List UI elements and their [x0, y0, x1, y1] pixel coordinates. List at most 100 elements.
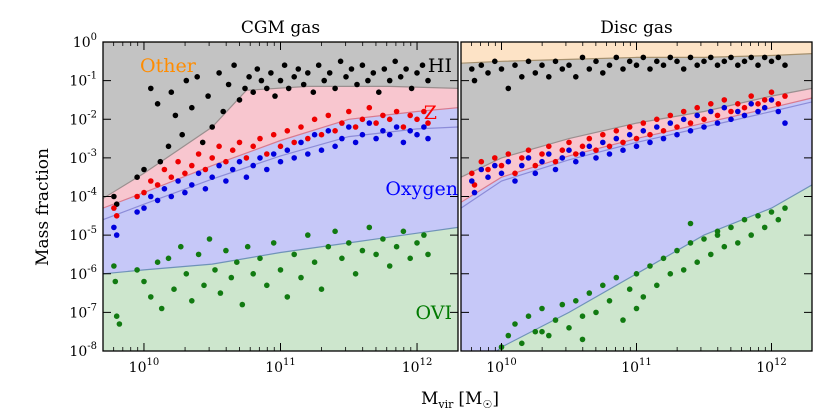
point-ovi: [546, 332, 552, 339]
point-oxygen: [425, 135, 431, 142]
point-oxygen: [573, 158, 579, 165]
point-z: [600, 131, 606, 138]
point-hi: [231, 62, 237, 68]
point-ovi: [171, 286, 177, 293]
point-hi: [113, 201, 120, 207]
point-oxygen: [485, 174, 491, 180]
band-oxygen: [103, 107, 458, 220]
point-hi: [264, 85, 270, 92]
point-z: [400, 124, 407, 130]
point-z: [782, 93, 788, 99]
point-oxygen: [579, 151, 586, 157]
point-oxygen: [352, 139, 359, 146]
point-oxygen: [532, 170, 539, 177]
point-ovi: [613, 274, 620, 281]
point-oxygen: [626, 131, 633, 138]
point-z: [593, 147, 599, 153]
point-hi: [512, 62, 518, 68]
point-oxygen: [257, 155, 263, 161]
point-oxygen: [755, 108, 761, 115]
x-axis-label-main: M: [421, 389, 438, 409]
point-oxygen: [223, 178, 229, 184]
point-ovi: [257, 255, 263, 262]
point-z: [229, 147, 236, 153]
point-oxygen: [380, 128, 386, 134]
point-hi: [321, 77, 328, 84]
point-ovi: [512, 321, 518, 327]
point-ovi: [217, 290, 224, 296]
point-hi: [485, 70, 491, 76]
point-z: [579, 143, 586, 150]
point-hi: [157, 158, 164, 165]
point-ovi: [400, 228, 407, 235]
point-hi: [647, 66, 653, 72]
point-ovi: [586, 290, 593, 296]
point-ovi: [165, 255, 172, 262]
point-hi: [285, 85, 292, 92]
point-z: [755, 101, 761, 107]
y-tick-label: 10-4: [69, 187, 97, 206]
point-oxygen: [270, 151, 277, 157]
x-axis-label-unit: [M: [458, 389, 482, 409]
point-oxygen: [761, 104, 768, 111]
point-oxygen: [284, 147, 291, 153]
x-axis-label-unit-sub: ☉: [482, 398, 492, 411]
point-ovi: [228, 274, 235, 281]
point-z: [277, 143, 284, 150]
point-hi: [714, 62, 721, 68]
point-ovi: [113, 313, 120, 320]
point-z: [485, 166, 491, 173]
point-oxygen: [141, 205, 147, 211]
point-z: [532, 162, 539, 169]
point-hi: [134, 174, 140, 180]
point-hi: [254, 66, 261, 72]
point-hi: [277, 77, 284, 84]
point-hi: [148, 85, 154, 92]
plot-area: [103, 42, 458, 351]
point-z: [613, 128, 620, 134]
x-axis-label-sub: vir: [437, 398, 454, 411]
point-ovi: [380, 236, 386, 242]
point-z: [373, 120, 379, 126]
point-hi: [573, 74, 579, 80]
band-edge-hi-upper: [461, 53, 812, 64]
point-z: [640, 120, 647, 126]
point-z: [492, 155, 498, 161]
point-z: [647, 131, 653, 138]
point-ovi: [593, 309, 599, 316]
region-label-z: Z: [424, 102, 437, 124]
point-oxygen: [613, 135, 620, 142]
point-z: [325, 112, 332, 119]
point-ovi: [178, 243, 184, 250]
point-z: [687, 120, 694, 126]
point-ovi: [566, 325, 572, 331]
point-oxygen: [775, 108, 782, 115]
point-oxygen: [559, 155, 566, 161]
x-axis-label-text: Mvir [M☉]: [421, 389, 499, 411]
point-ovi: [539, 328, 545, 335]
point-oxygen: [539, 158, 545, 165]
point-hi: [403, 66, 409, 72]
point-z: [761, 97, 768, 103]
series-z: [111, 104, 431, 219]
point-oxygen: [359, 131, 366, 138]
point-oxygen: [421, 124, 427, 130]
point-hi: [708, 54, 714, 61]
point-z: [154, 182, 161, 188]
band-oxygen-lower: [103, 127, 458, 274]
point-hi: [469, 66, 475, 72]
point-z: [359, 116, 366, 123]
point-oxygen: [332, 143, 338, 150]
point-hi: [782, 62, 788, 68]
series-hi: [111, 58, 431, 207]
point-z: [236, 139, 243, 146]
point-hi: [498, 66, 505, 72]
point-ovi: [519, 340, 525, 347]
point-ovi: [660, 255, 667, 262]
point-hi: [348, 66, 355, 72]
point-oxygen: [498, 170, 505, 177]
point-ovi: [559, 301, 566, 308]
point-hi: [552, 58, 559, 65]
point-hi: [505, 85, 512, 92]
point-hi: [300, 81, 307, 88]
